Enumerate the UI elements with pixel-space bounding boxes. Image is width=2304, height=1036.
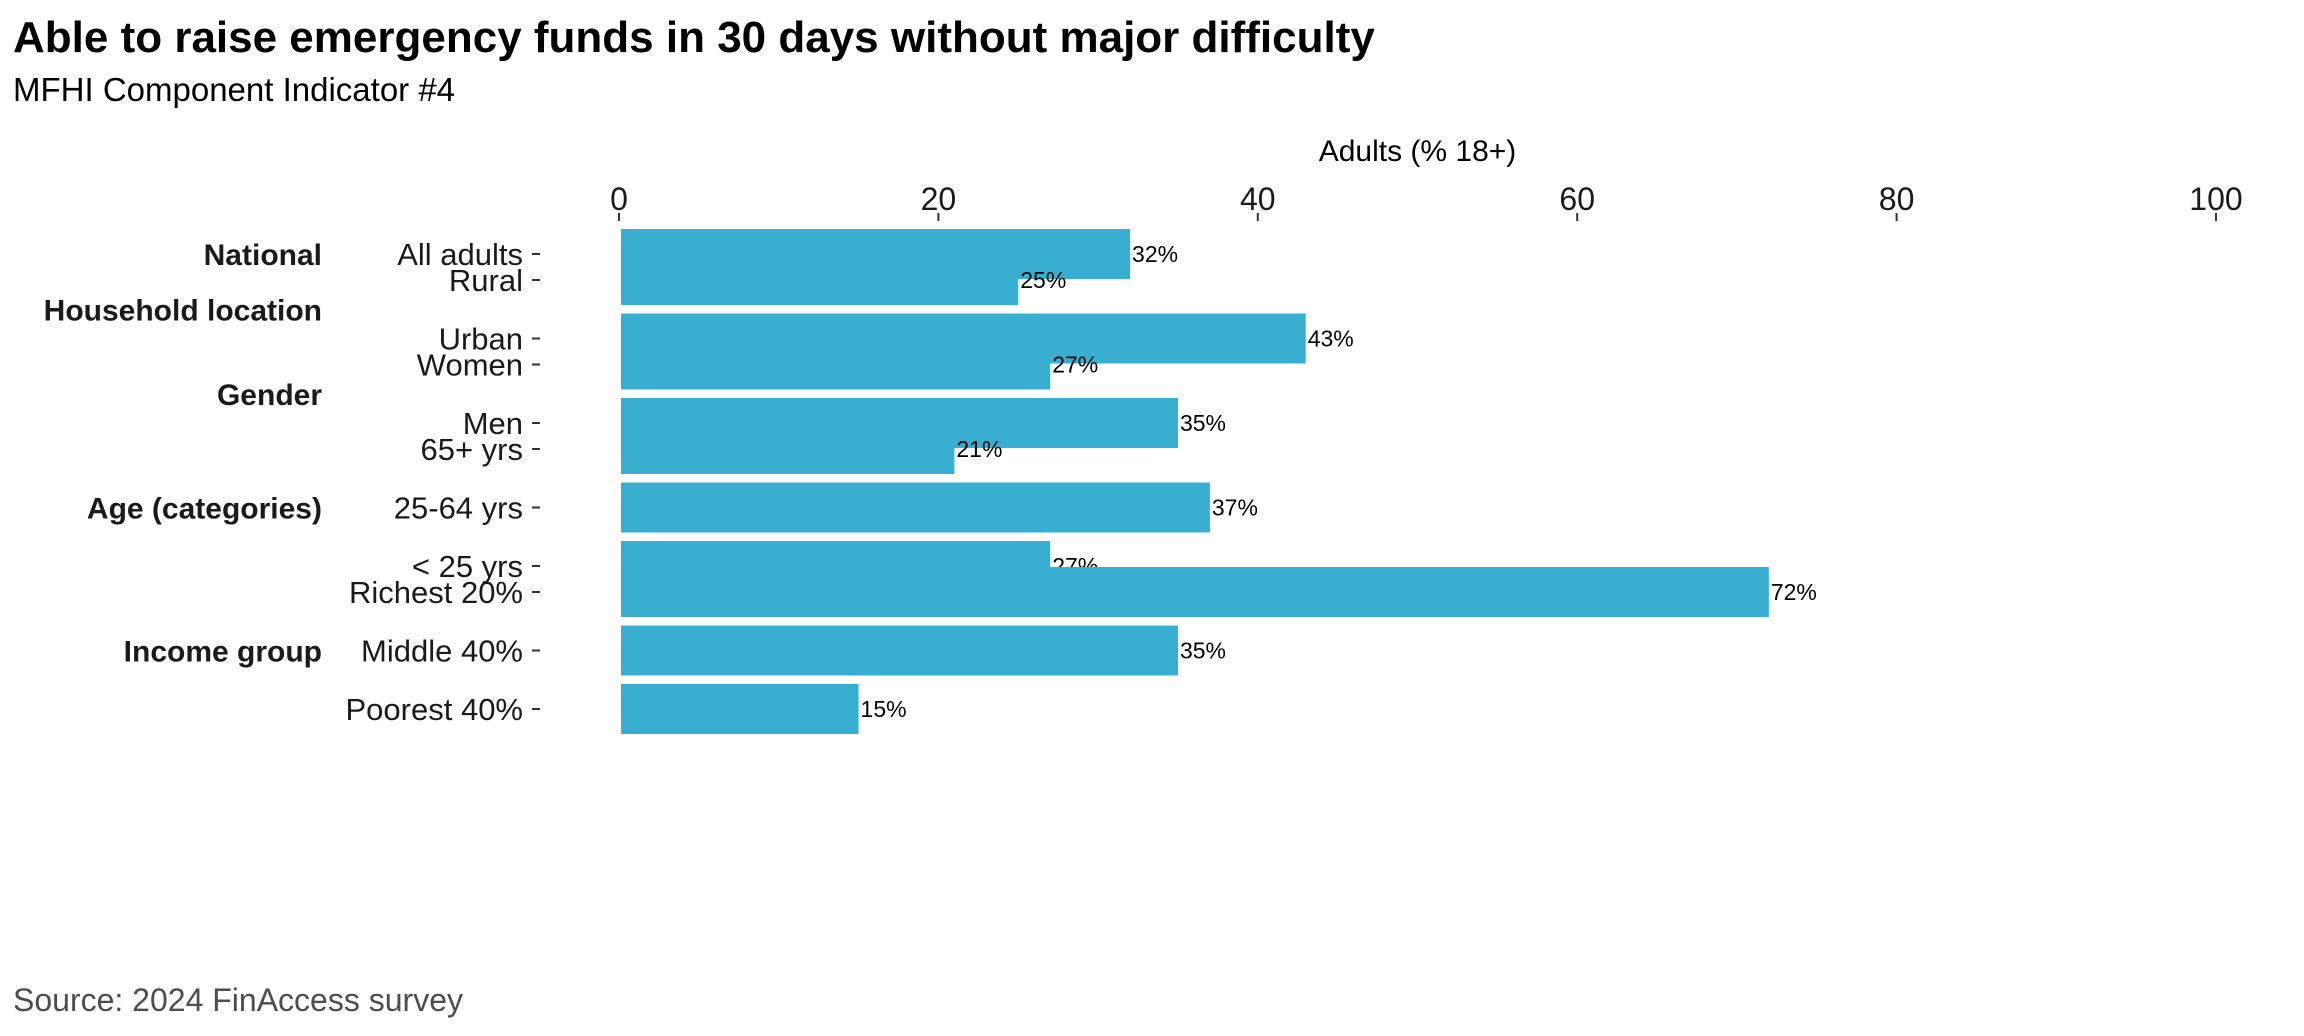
- bar: [621, 567, 1769, 617]
- x-tick-label: 0: [610, 181, 628, 217]
- category-label: Richest 20%: [349, 575, 523, 610]
- x-axis-title: Adults (% 18+): [1319, 135, 1517, 168]
- data-label: 15%: [861, 696, 907, 722]
- x-tick-label: 40: [1240, 181, 1276, 217]
- data-label: 43%: [1308, 326, 1354, 352]
- chart-subtitle: MFHI Component Indicator #4: [13, 71, 456, 108]
- category-label: Middle 40%: [361, 634, 523, 669]
- data-label: 72%: [1771, 579, 1817, 605]
- data-label: 32%: [1132, 241, 1178, 267]
- data-label: 37%: [1212, 495, 1258, 521]
- category-label: 25-64 yrs: [394, 491, 523, 526]
- category-label: Poorest 40%: [346, 692, 524, 727]
- category-label: Women: [417, 348, 523, 383]
- x-axis: 0 20 40 60 80 100: [610, 181, 2243, 221]
- data-label: 25%: [1020, 267, 1066, 293]
- bar: [621, 482, 1210, 533]
- bar: [621, 625, 1178, 676]
- category-label: < 25 yrs: [412, 549, 523, 584]
- group-label: National: [204, 239, 322, 272]
- source-note: Source: 2024 FinAccess survey: [13, 982, 463, 1018]
- group-label: Income group: [124, 636, 322, 669]
- group-label: Household location: [44, 294, 322, 327]
- x-tick-label: 100: [2189, 181, 2242, 217]
- bar: [621, 339, 1051, 390]
- x-tick-label: 60: [1559, 181, 1595, 217]
- data-label: 35%: [1180, 410, 1226, 436]
- bar: [621, 424, 955, 474]
- category-label: All adults: [397, 237, 523, 272]
- bar: [621, 684, 859, 734]
- x-tick-label: 20: [921, 181, 957, 217]
- category-label: Rural: [449, 263, 523, 298]
- category-label: Urban: [439, 322, 523, 357]
- group-label: Age (categories): [87, 493, 322, 526]
- x-tick-label: 80: [1879, 181, 1915, 217]
- data-label: 27%: [1052, 352, 1098, 378]
- chart-title: Able to raise emergency funds in 30 days…: [13, 13, 1375, 62]
- group-label: Gender: [217, 379, 322, 412]
- category-labels: All adults National Rural Urban Household lo…: [44, 237, 540, 727]
- category-label: Men: [463, 406, 523, 441]
- data-label: 35%: [1180, 638, 1226, 664]
- bars: 32%25%43%27%35%21%37%27%72%35%15%: [621, 229, 1817, 734]
- bar: [621, 255, 1019, 305]
- category-label: 65+ yrs: [420, 432, 523, 467]
- data-label: 21%: [956, 436, 1002, 462]
